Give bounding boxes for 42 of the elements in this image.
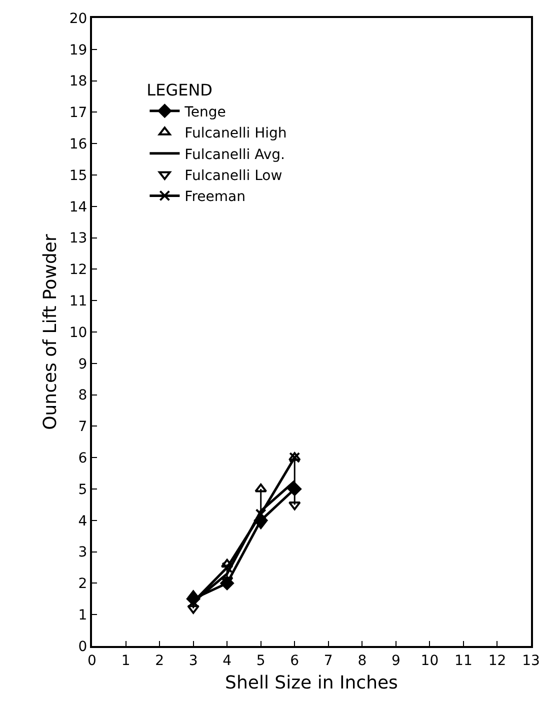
y-tick-label: 13 [69, 230, 88, 247]
y-tick-label: 10 [69, 324, 88, 341]
y-tick-label: 0 [78, 638, 88, 655]
y-tick-label: 2 [78, 576, 88, 592]
y-tick-label: 5 [78, 482, 88, 498]
x-tick-label: 5 [256, 652, 266, 669]
x-tick-label: 4 [222, 652, 232, 669]
y-tick-label: 17 [69, 105, 88, 122]
y-tick-label: 12 [69, 262, 88, 278]
x-tick-label: 10 [420, 652, 439, 669]
legend-label: Fulcanelli High [184, 126, 287, 142]
x-tick-label: 12 [488, 652, 506, 669]
x-tick-label: 13 [522, 652, 540, 669]
y-tick-label: 11 [69, 294, 88, 310]
y-tick-label: 19 [69, 42, 88, 58]
y-tick-label: 6 [78, 450, 88, 466]
legend-label: Tenge [184, 104, 226, 120]
y-tick-label: 20 [69, 10, 88, 27]
y-tick-label: 18 [69, 74, 88, 90]
x-tick-label: 2 [155, 652, 164, 669]
x-tick-label: 9 [391, 652, 400, 669]
legend-title: LEGEND [146, 80, 213, 100]
legend-label: Fulcanelli Avg. [184, 146, 285, 163]
x-tick-label: 1 [121, 652, 130, 669]
x-tick-label: 8 [358, 652, 367, 669]
y-tick-label: 9 [78, 356, 88, 372]
x-tick-label: 3 [188, 652, 198, 669]
y-axis-title: Ounces of Lift Powder [40, 234, 62, 430]
x-tick-label: 7 [324, 652, 333, 669]
y-tick-label: 3 [78, 544, 88, 561]
x-tick-label: 11 [454, 652, 472, 669]
x-tick-label: 6 [290, 652, 300, 669]
legend-label: Freeman [184, 189, 246, 206]
y-tick-label: 7 [78, 419, 88, 436]
y-tick-label: 8 [78, 388, 88, 404]
y-tick-label: 4 [78, 513, 88, 530]
x-axis-title: Shell Size in Inches [225, 672, 398, 694]
legend-label: Fulcanelli Low [184, 168, 282, 184]
y-tick-label: 14 [69, 199, 88, 216]
y-tick-label: 15 [69, 168, 88, 184]
y-tick-label: 1 [78, 608, 88, 624]
y-tick-label: 16 [69, 136, 88, 152]
